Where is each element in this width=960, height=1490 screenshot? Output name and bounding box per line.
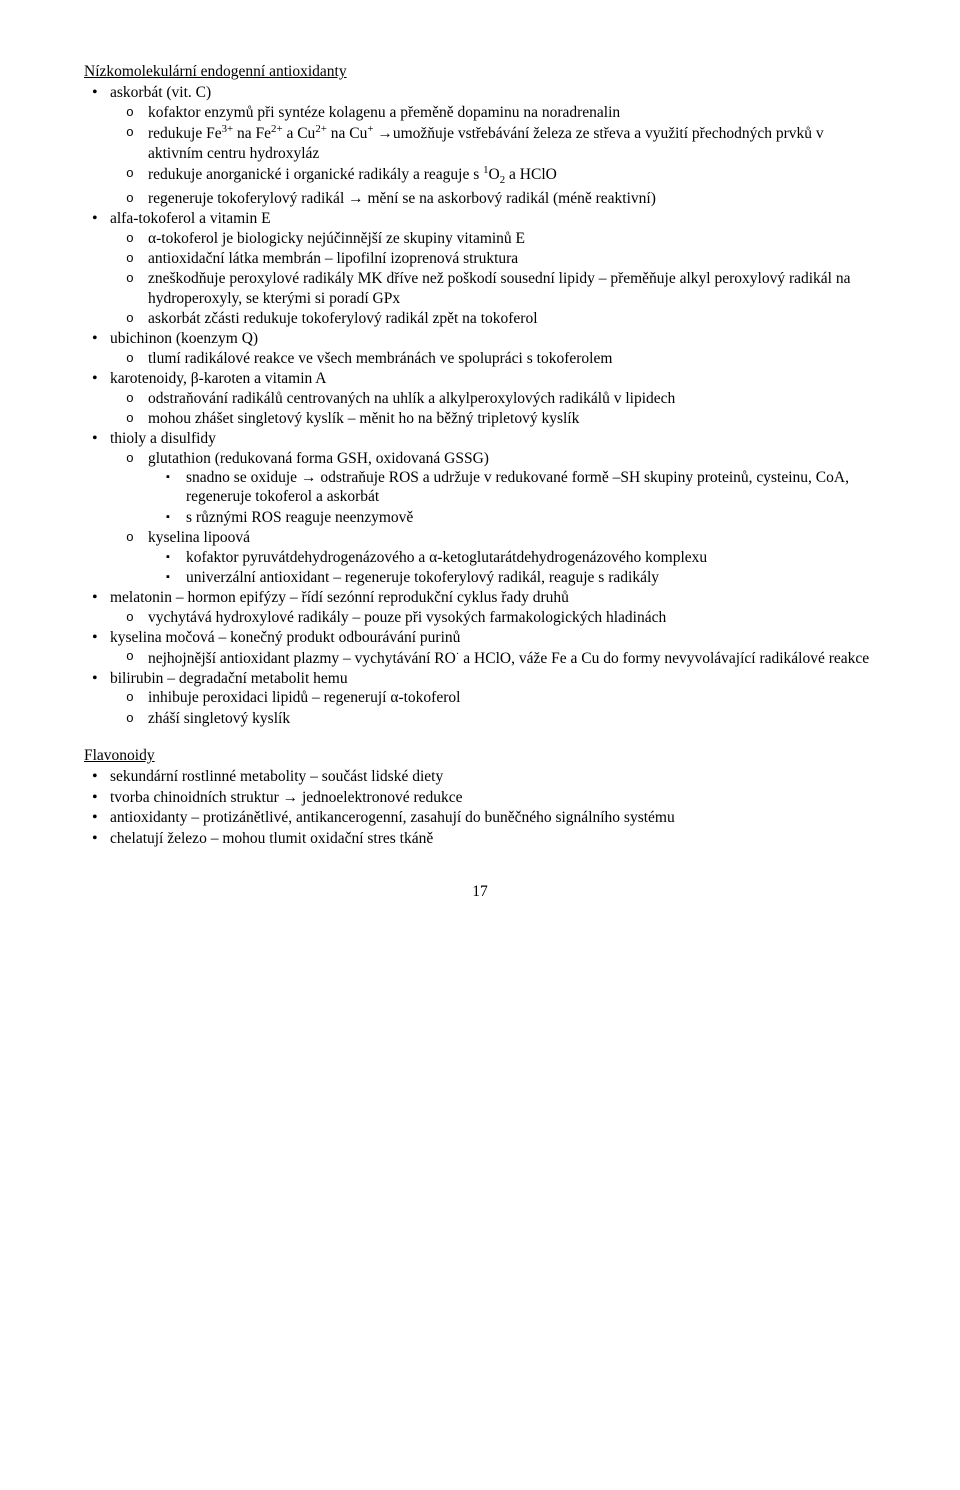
list-item-text: zneškodňuje peroxylové radikály MK dříve… — [148, 270, 851, 306]
list-item-text: tlumí radikálové reakce ve všech membrán… — [148, 350, 612, 367]
list-item-text: melatonin – hormon epifýzy – řídí sezónn… — [110, 589, 569, 606]
list-item-text: antioxidanty – protizánětlivé, antikance… — [110, 809, 675, 826]
list-item: askorbát zčásti redukuje tokoferylový ra… — [148, 309, 876, 328]
list-item-text: redukuje anorganické i organické radikál… — [148, 166, 557, 183]
list-item: thioly a disulfidy glutathion (redukovaná… — [110, 429, 876, 587]
sub-list: α-tokoferol je biologicky nejúčinnější z… — [110, 229, 876, 329]
list-item: vychytává hydroxylové radikály – pouze p… — [148, 608, 876, 627]
list-item-text: chelatují železo – mohou tlumit oxidační… — [110, 830, 433, 847]
list-item: zneškodňuje peroxylové radikály MK dříve… — [148, 269, 876, 308]
page-number: 17 — [84, 882, 876, 901]
list-item: glutathion (redukovaná forma GSH, oxidov… — [148, 449, 876, 528]
list-item-text: kyselina lipoová — [148, 529, 250, 546]
list-item-text: glutathion (redukovaná forma GSH, oxidov… — [148, 450, 489, 467]
sub-sub-list: snadno se oxiduje → odstraňuje ROS a udr… — [148, 468, 876, 527]
list-item: melatonin – hormon epifýzy – řídí sezónn… — [110, 588, 876, 627]
list-item-text: univerzální antioxidant – regeneruje tok… — [186, 569, 659, 586]
list-item: kofaktor pyruvátdehydrogenázového a α-ke… — [186, 548, 876, 567]
sub-list: kofaktor enzymů při syntéze kolagenu a p… — [110, 103, 876, 208]
list-item-text: bilirubin – degradační metabolit hemu — [110, 670, 348, 687]
list-item-text: thioly a disulfidy — [110, 430, 216, 447]
list-item: redukuje anorganické i organické radikál… — [148, 164, 876, 188]
list-item-text: kofaktor pyruvátdehydrogenázového a α-ke… — [186, 549, 707, 566]
list-item: mohou zhášet singletový kyslík – měnit h… — [148, 409, 876, 428]
sub-list: glutathion (redukovaná forma GSH, oxidov… — [110, 449, 876, 588]
list-item: kyselina lipoová kofaktor pyruvátdehydrog… — [148, 528, 876, 587]
list-item-text: askorbát (vit. C) — [110, 84, 211, 101]
list-item-text: inhibuje peroxidaci lipidů – regenerují … — [148, 689, 460, 706]
list-item: bilirubin – degradační metabolit hemu inh… — [110, 669, 876, 728]
list-item-text: s různými ROS reaguje neenzymově — [186, 509, 413, 526]
list-item: s různými ROS reaguje neenzymově — [186, 508, 876, 527]
list-item-text: nejhojnější antioxidant plazmy – vychytá… — [148, 650, 869, 667]
list-item-text: askorbát zčásti redukuje tokoferylový ra… — [148, 310, 538, 327]
list-item: kyselina močová – konečný produkt odbour… — [110, 628, 876, 668]
sub-list: vychytává hydroxylové radikály – pouze p… — [110, 608, 876, 627]
section-title: Nízkomolekulární endogenní antioxidanty — [84, 62, 876, 81]
list-item: ubichinon (koenzym Q) tlumí radikálové re… — [110, 329, 876, 368]
sub-list: odstraňování radikálů centrovaných na uh… — [110, 389, 876, 429]
list-item: chelatují železo – mohou tlumit oxidační… — [110, 829, 876, 848]
list-item-text: antioxidační látka membrán – lipofilní i… — [148, 250, 518, 267]
sub-list: inhibuje peroxidaci lipidů – regenerují … — [110, 688, 876, 728]
list-item-text: redukuje Fe3+ na Fe2+ a Cu2+ na Cu+ →umo… — [148, 125, 824, 161]
list-item: zháší singletový kyslík — [148, 709, 876, 728]
list-item-text: karotenoidy, β-karoten a vitamin A — [110, 370, 327, 387]
sub-list: nejhojnější antioxidant plazmy – vychytá… — [110, 647, 876, 668]
list-item-text: kyselina močová – konečný produkt odbour… — [110, 629, 460, 646]
list-item-text: sekundární rostlinné metabolity – součás… — [110, 768, 443, 785]
list-item-text: alfa-tokoferol a vitamin E — [110, 210, 271, 227]
list-item: kofaktor enzymů při syntéze kolagenu a p… — [148, 103, 876, 122]
list-item-text: odstraňování radikálů centrovaných na uh… — [148, 390, 675, 407]
list-item: alfa-tokoferol a vitamin E α-tokoferol je… — [110, 209, 876, 328]
list-item: univerzální antioxidant – regeneruje tok… — [186, 568, 876, 587]
list-item: nejhojnější antioxidant plazmy – vychytá… — [148, 647, 876, 668]
sub-sub-list: kofaktor pyruvátdehydrogenázového a α-ke… — [148, 548, 876, 588]
list-item: antioxidanty – protizánětlivé, antikance… — [110, 808, 876, 827]
list-item-text: tvorba chinoidních struktur → jednoelekt… — [110, 789, 463, 806]
list-item: askorbát (vit. C) kofaktor enzymů při syn… — [110, 83, 876, 208]
list-item-text: mohou zhášet singletový kyslík – měnit h… — [148, 410, 579, 427]
list-item-text: regeneruje tokoferylový radikál → mění s… — [148, 190, 656, 207]
list-item-text: zháší singletový kyslík — [148, 710, 290, 727]
list-item: regeneruje tokoferylový radikál → mění s… — [148, 189, 876, 208]
list-item: karotenoidy, β-karoten a vitamin A odstra… — [110, 369, 876, 428]
list-item-text: snadno se oxiduje → odstraňuje ROS a udr… — [186, 469, 849, 505]
section-title: Flavonoidy — [84, 746, 876, 765]
list-item: redukuje Fe3+ na Fe2+ a Cu2+ na Cu+ →umo… — [148, 123, 876, 163]
list-item: inhibuje peroxidaci lipidů – regenerují … — [148, 688, 876, 707]
list-item: tvorba chinoidních struktur → jednoelekt… — [110, 788, 876, 807]
list-item-text: α-tokoferol je biologicky nejúčinnější z… — [148, 230, 525, 247]
list-item-text: ubichinon (koenzym Q) — [110, 330, 258, 347]
list-item: tlumí radikálové reakce ve všech membrán… — [148, 349, 876, 368]
list-item: sekundární rostlinné metabolity – součás… — [110, 767, 876, 786]
list-item: antioxidační látka membrán – lipofilní i… — [148, 249, 876, 268]
bullet-list: askorbát (vit. C) kofaktor enzymů při syn… — [84, 83, 876, 728]
list-item: odstraňování radikálů centrovaných na uh… — [148, 389, 876, 408]
list-item-text: vychytává hydroxylové radikály – pouze p… — [148, 609, 666, 626]
sub-list: tlumí radikálové reakce ve všech membrán… — [110, 349, 876, 368]
list-item: α-tokoferol je biologicky nejúčinnější z… — [148, 229, 876, 248]
list-item: snadno se oxiduje → odstraňuje ROS a udr… — [186, 468, 876, 507]
list-item-text: kofaktor enzymů při syntéze kolagenu a p… — [148, 104, 620, 121]
bullet-list: sekundární rostlinné metabolity – součás… — [84, 767, 876, 848]
